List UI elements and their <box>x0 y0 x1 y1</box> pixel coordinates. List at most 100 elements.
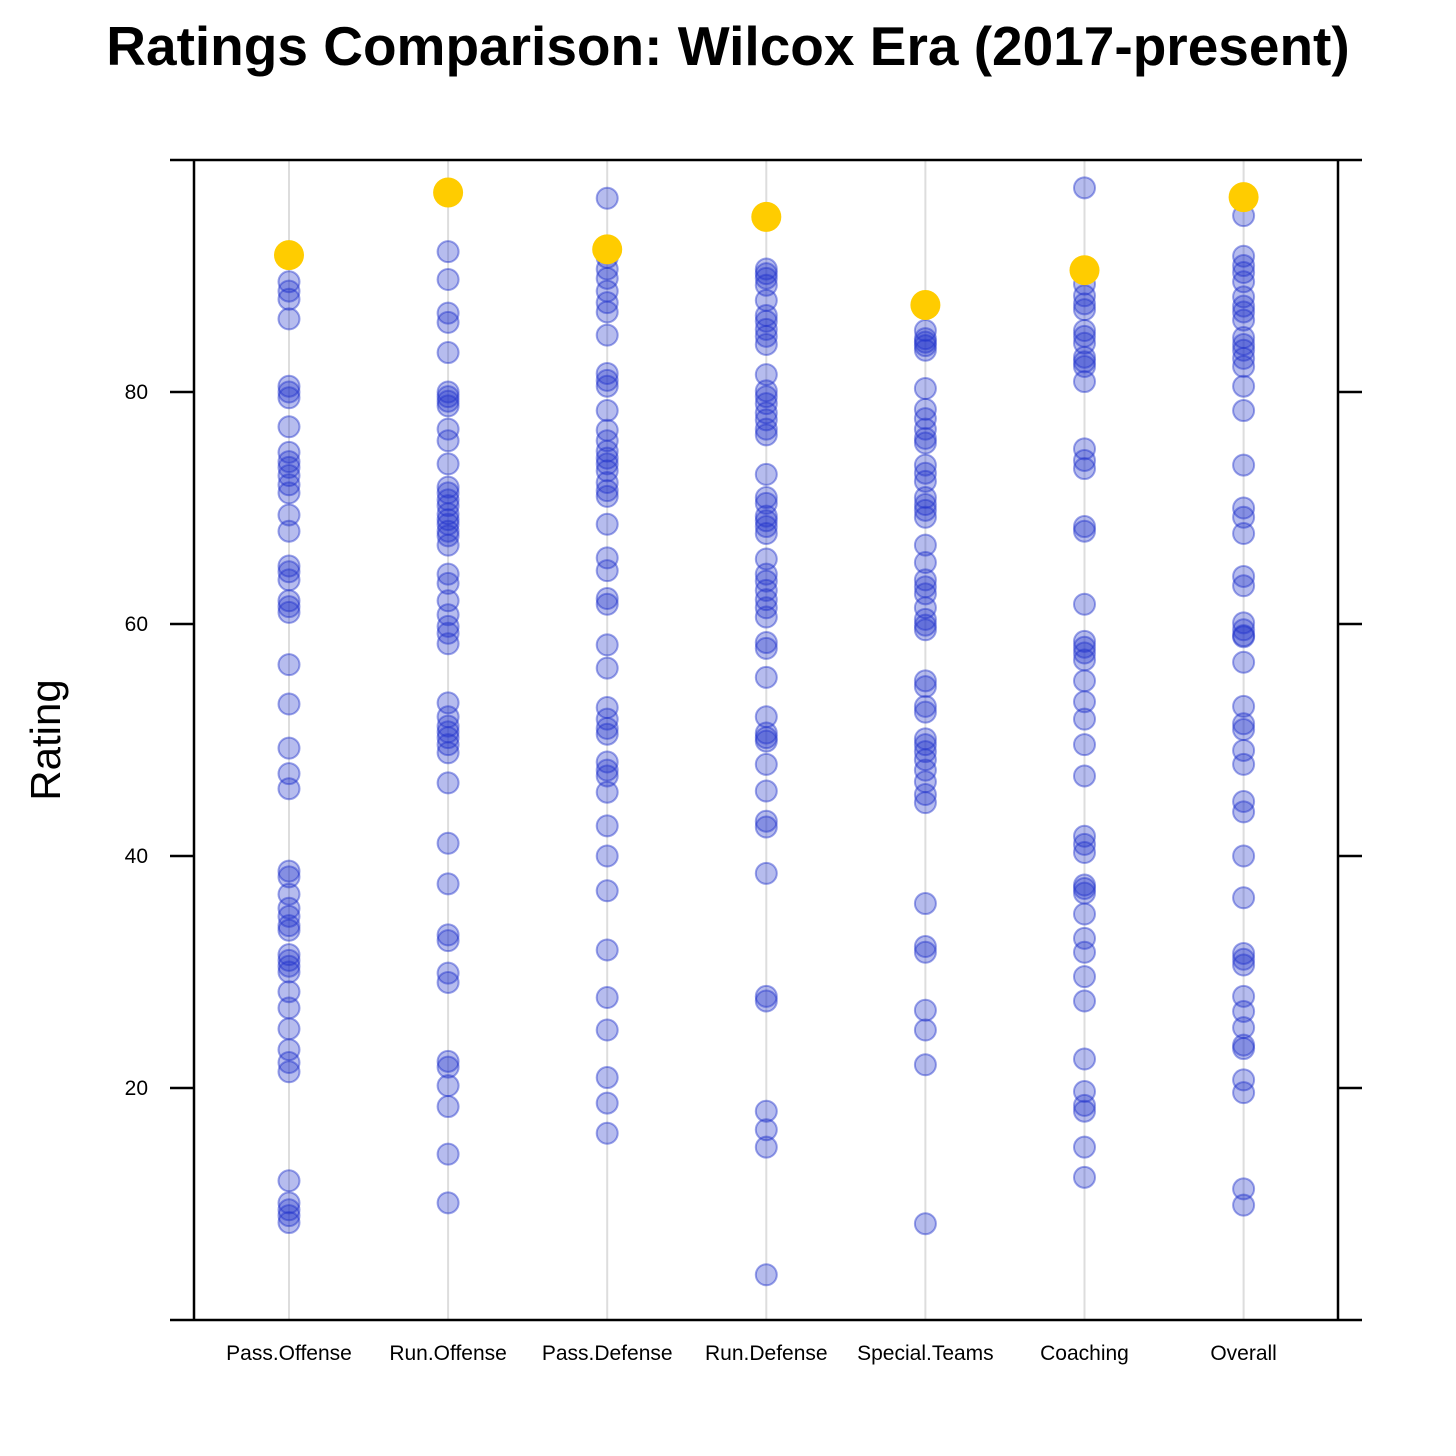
data-point <box>754 726 778 750</box>
data-point <box>1073 284 1096 308</box>
data-point <box>436 1142 460 1166</box>
data-point <box>754 423 778 447</box>
data-point <box>1232 886 1256 910</box>
data-point <box>436 452 460 476</box>
data-point <box>1232 712 1256 736</box>
data-point <box>754 1135 778 1159</box>
data-point <box>913 334 937 358</box>
wilcox-era-points <box>274 177 1259 320</box>
data-point <box>1073 1099 1096 1123</box>
data-point <box>277 904 301 928</box>
data-point <box>436 705 460 729</box>
data-point <box>436 494 460 518</box>
data-point <box>277 1204 301 1228</box>
data-point <box>1232 953 1256 977</box>
data-point <box>1232 789 1256 813</box>
data-point <box>277 914 301 938</box>
wilcox-point-overall <box>1228 182 1259 213</box>
data-point <box>754 989 778 1013</box>
data-point <box>277 600 301 624</box>
data-point <box>436 691 460 715</box>
data-point <box>595 429 619 453</box>
data-point <box>1073 592 1096 616</box>
data-point <box>1232 1193 1256 1217</box>
data-point <box>754 491 778 515</box>
data-point <box>754 729 778 753</box>
data-point <box>1073 1135 1096 1159</box>
x-tick-label: Special.Teams <box>857 1342 994 1365</box>
data-point <box>1073 298 1096 322</box>
data-point <box>277 374 301 398</box>
data-point <box>1073 989 1096 1013</box>
data-point <box>1232 618 1256 642</box>
data-point <box>595 879 619 903</box>
data-point <box>595 780 619 804</box>
data-point <box>754 562 778 586</box>
data-point <box>595 374 619 398</box>
data-point <box>277 554 301 578</box>
data-point <box>1232 399 1256 423</box>
data-point <box>1232 1081 1256 1105</box>
data-point <box>436 970 460 994</box>
data-point <box>754 779 778 803</box>
data-point <box>913 934 937 958</box>
data-point <box>1073 940 1096 964</box>
data-point <box>436 923 460 947</box>
data-point <box>1073 824 1096 848</box>
data-point <box>277 1191 301 1215</box>
data-point <box>1073 1093 1096 1117</box>
data-point <box>1232 752 1256 776</box>
data-point <box>754 504 778 528</box>
data-point <box>1073 733 1096 757</box>
data-point <box>1232 625 1256 649</box>
data-point <box>913 493 937 517</box>
y-axis-title: Rating <box>22 679 69 800</box>
data-point <box>754 332 778 356</box>
data-point <box>436 417 460 441</box>
data-point <box>436 614 460 638</box>
data-point <box>913 431 937 455</box>
data-point <box>1232 941 1256 965</box>
data-point <box>436 429 460 453</box>
data-point <box>754 815 778 839</box>
data-point <box>277 415 301 439</box>
data-point <box>754 596 778 620</box>
data-point <box>754 509 778 533</box>
data-point <box>913 740 937 764</box>
data-point <box>754 631 778 655</box>
data-point <box>436 524 460 548</box>
x-tick-label: Overall <box>1210 1342 1277 1365</box>
data-point <box>913 533 937 557</box>
data-point <box>436 603 460 627</box>
data-point <box>913 618 937 642</box>
data-point <box>277 450 301 474</box>
data-point <box>595 512 619 536</box>
data-point <box>1073 331 1096 355</box>
data-point <box>436 389 460 413</box>
data-point <box>595 758 619 782</box>
data-point <box>595 722 619 746</box>
chart-title: Ratings Comparison: Wilcox Era (2017-pre… <box>106 15 1350 77</box>
data-point <box>754 363 778 387</box>
data-point <box>595 546 619 570</box>
wilcox-point-run-offense <box>433 177 464 208</box>
data-point <box>277 653 301 677</box>
data-point <box>436 733 460 757</box>
data-point <box>595 696 619 720</box>
data-point <box>1073 690 1096 714</box>
data-point <box>754 984 778 1008</box>
data-point <box>277 455 301 479</box>
data-point <box>913 758 937 782</box>
data-point <box>1232 254 1256 278</box>
data-point <box>595 1121 619 1145</box>
data-point <box>1232 496 1256 520</box>
data-point <box>913 551 937 575</box>
data-point <box>754 262 778 286</box>
wilcox-point-pass-offense <box>274 240 304 271</box>
data-point <box>595 844 619 868</box>
data-point <box>1232 374 1256 398</box>
data-point <box>913 417 937 441</box>
data-point <box>1073 648 1096 672</box>
data-point <box>1073 873 1096 897</box>
data-point <box>1232 984 1256 1008</box>
